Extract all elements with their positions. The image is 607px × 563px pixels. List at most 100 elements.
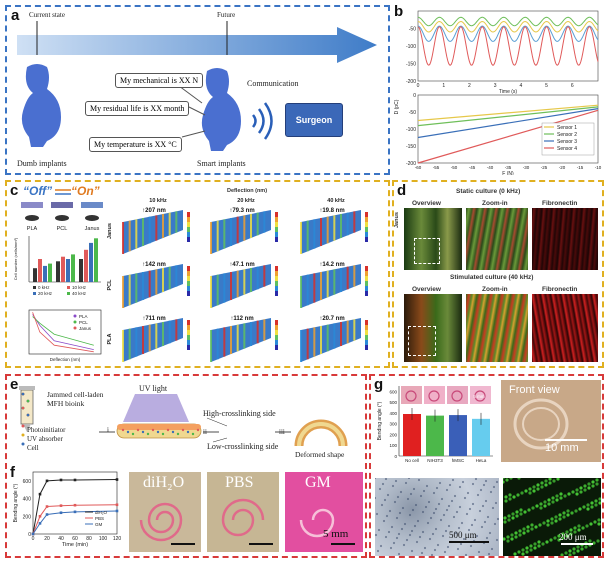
bf-dot-15 — [432, 491, 436, 495]
bf-dot-42 — [439, 518, 443, 522]
bf-dot-25 — [430, 553, 434, 556]
fl-dot-158 — [575, 492, 579, 496]
c-bar-legend-swatch-3 — [67, 292, 70, 295]
fl-dot-41 — [514, 531, 518, 535]
bottom-xtick-3: -45 — [469, 165, 476, 170]
fl-dot-79 — [538, 523, 542, 527]
bf-dot-118 — [399, 490, 403, 494]
fl-dot-110 — [555, 498, 559, 502]
fem-cbar-0-1-4 — [275, 232, 278, 237]
fl-dot-10 — [595, 478, 599, 482]
fl-dot-64 — [593, 520, 597, 524]
panel-g-label: g — [374, 376, 384, 393]
g-ytick-1: 100 — [389, 443, 397, 448]
front-view-photo: Front view 10 mm — [501, 380, 601, 462]
top-series-2 — [417, 25, 599, 42]
fl-dot-48 — [521, 548, 525, 552]
fl-dot-32 — [547, 498, 551, 502]
syringe-dot-18 — [21, 406, 25, 410]
b-ylabel: D (pC) — [394, 99, 400, 114]
fl-dot-27 — [598, 497, 601, 501]
fl-dot-83 — [556, 478, 560, 481]
bottom-xtick-4: -40 — [487, 165, 494, 170]
c-line-legend-dot-1 — [73, 320, 77, 324]
bottom-ytick-3: -150 — [406, 144, 416, 150]
fl-dot-5 — [548, 478, 552, 481]
f-legend-label-2: GM — [95, 522, 103, 527]
fl-dot-44 — [503, 516, 507, 520]
sample-label-0: PLA — [27, 226, 38, 232]
bubble-temperature: My temperature is XX °C — [89, 137, 182, 152]
fl-dot-18 — [533, 542, 537, 546]
syringe-dot-19 — [26, 413, 30, 417]
fl-dot-51 — [510, 533, 514, 537]
fem-cbar-0-2-4 — [365, 232, 368, 237]
uv-beam — [123, 394, 189, 422]
fem-cbar-1-2-3 — [365, 281, 368, 286]
bottom-ytick-1: -50 — [409, 110, 416, 116]
f-point-1-5 — [115, 503, 119, 507]
bf-dot-104 — [377, 528, 381, 532]
filament-top — [117, 424, 201, 430]
bf-dot-68 — [409, 492, 413, 496]
bf-dot-82 — [431, 532, 435, 536]
signal-waves — [251, 102, 273, 140]
bf-dot-48 — [413, 524, 417, 528]
f-point-2-5 — [115, 509, 119, 513]
g-ytick-3: 300 — [389, 422, 397, 427]
fl-dot-128 — [587, 486, 591, 490]
fem-cbar-1-2-1 — [365, 271, 368, 276]
bf-dot-70 — [483, 520, 487, 524]
fem-cbar-2-1-4 — [275, 340, 278, 345]
top-series-0 — [417, 16, 599, 27]
fem-beam-2-0 — [123, 318, 183, 362]
filament-dot-6 — [151, 428, 155, 432]
bubble-mechanical: My mechanical is XX N — [115, 73, 204, 88]
step-ii: ii — [203, 428, 207, 436]
bf-dot-47 — [376, 549, 380, 553]
fem-col-2: 40 kHz — [327, 198, 345, 204]
bf-dot-133 — [458, 505, 462, 509]
c-bar-0-3 — [48, 263, 52, 282]
fl-dot-57 — [586, 503, 590, 507]
bf-dot-93 — [466, 491, 470, 495]
c-bar-2-0 — [79, 259, 83, 282]
fl-dot-100 — [559, 496, 563, 500]
f-point-2-2 — [45, 513, 49, 516]
g-ytick-0: 0 — [394, 454, 397, 459]
fem-cbar-2-2-2 — [365, 330, 368, 335]
bf-dot-136 — [445, 508, 449, 512]
top-ytick-2: -150 — [406, 62, 416, 68]
fl-dot-78 — [509, 478, 513, 480]
bf-dot-96 — [453, 494, 457, 498]
bf-dot-37 — [378, 487, 382, 491]
g-xtick-0: No cell — [405, 458, 419, 463]
c-line-frame — [28, 309, 102, 355]
bf-dot-29 — [454, 531, 458, 535]
bf-dot-85 — [418, 535, 422, 539]
fl-dot-90 — [563, 494, 567, 498]
dumb-implants-label: Dumb implants — [17, 159, 67, 168]
fl-dot-16 — [573, 526, 577, 530]
bottom-xtick-2: -50 — [451, 165, 458, 170]
high-side-label: High-crosslinking side — [203, 409, 276, 418]
legend-dot-photoinitiator — [21, 424, 25, 428]
bf-dot-78 — [407, 478, 411, 480]
fem-beam-1-2 — [301, 264, 361, 308]
c-bar-legend-1: 10 kHz — [72, 285, 87, 290]
bf-dot-81 — [394, 479, 398, 483]
f-point-2-4 — [73, 510, 77, 514]
c-bar-legend-3: 40 kHz — [72, 291, 87, 296]
fem-row-0: Janus — [107, 223, 113, 239]
top-xtick-4: 4 — [519, 83, 522, 89]
bf-dot-3 — [484, 479, 488, 483]
fl-dot-38 — [525, 546, 529, 550]
bottom-xtick-0: -60 — [415, 165, 422, 170]
bf-dot-64 — [385, 514, 389, 518]
fl-dot-112 — [515, 514, 519, 518]
fl-dot-125 — [598, 501, 601, 505]
bf-dot-49 — [450, 499, 454, 503]
fem-beam-0-2 — [301, 210, 361, 254]
syringe-dot-16 — [21, 392, 25, 396]
